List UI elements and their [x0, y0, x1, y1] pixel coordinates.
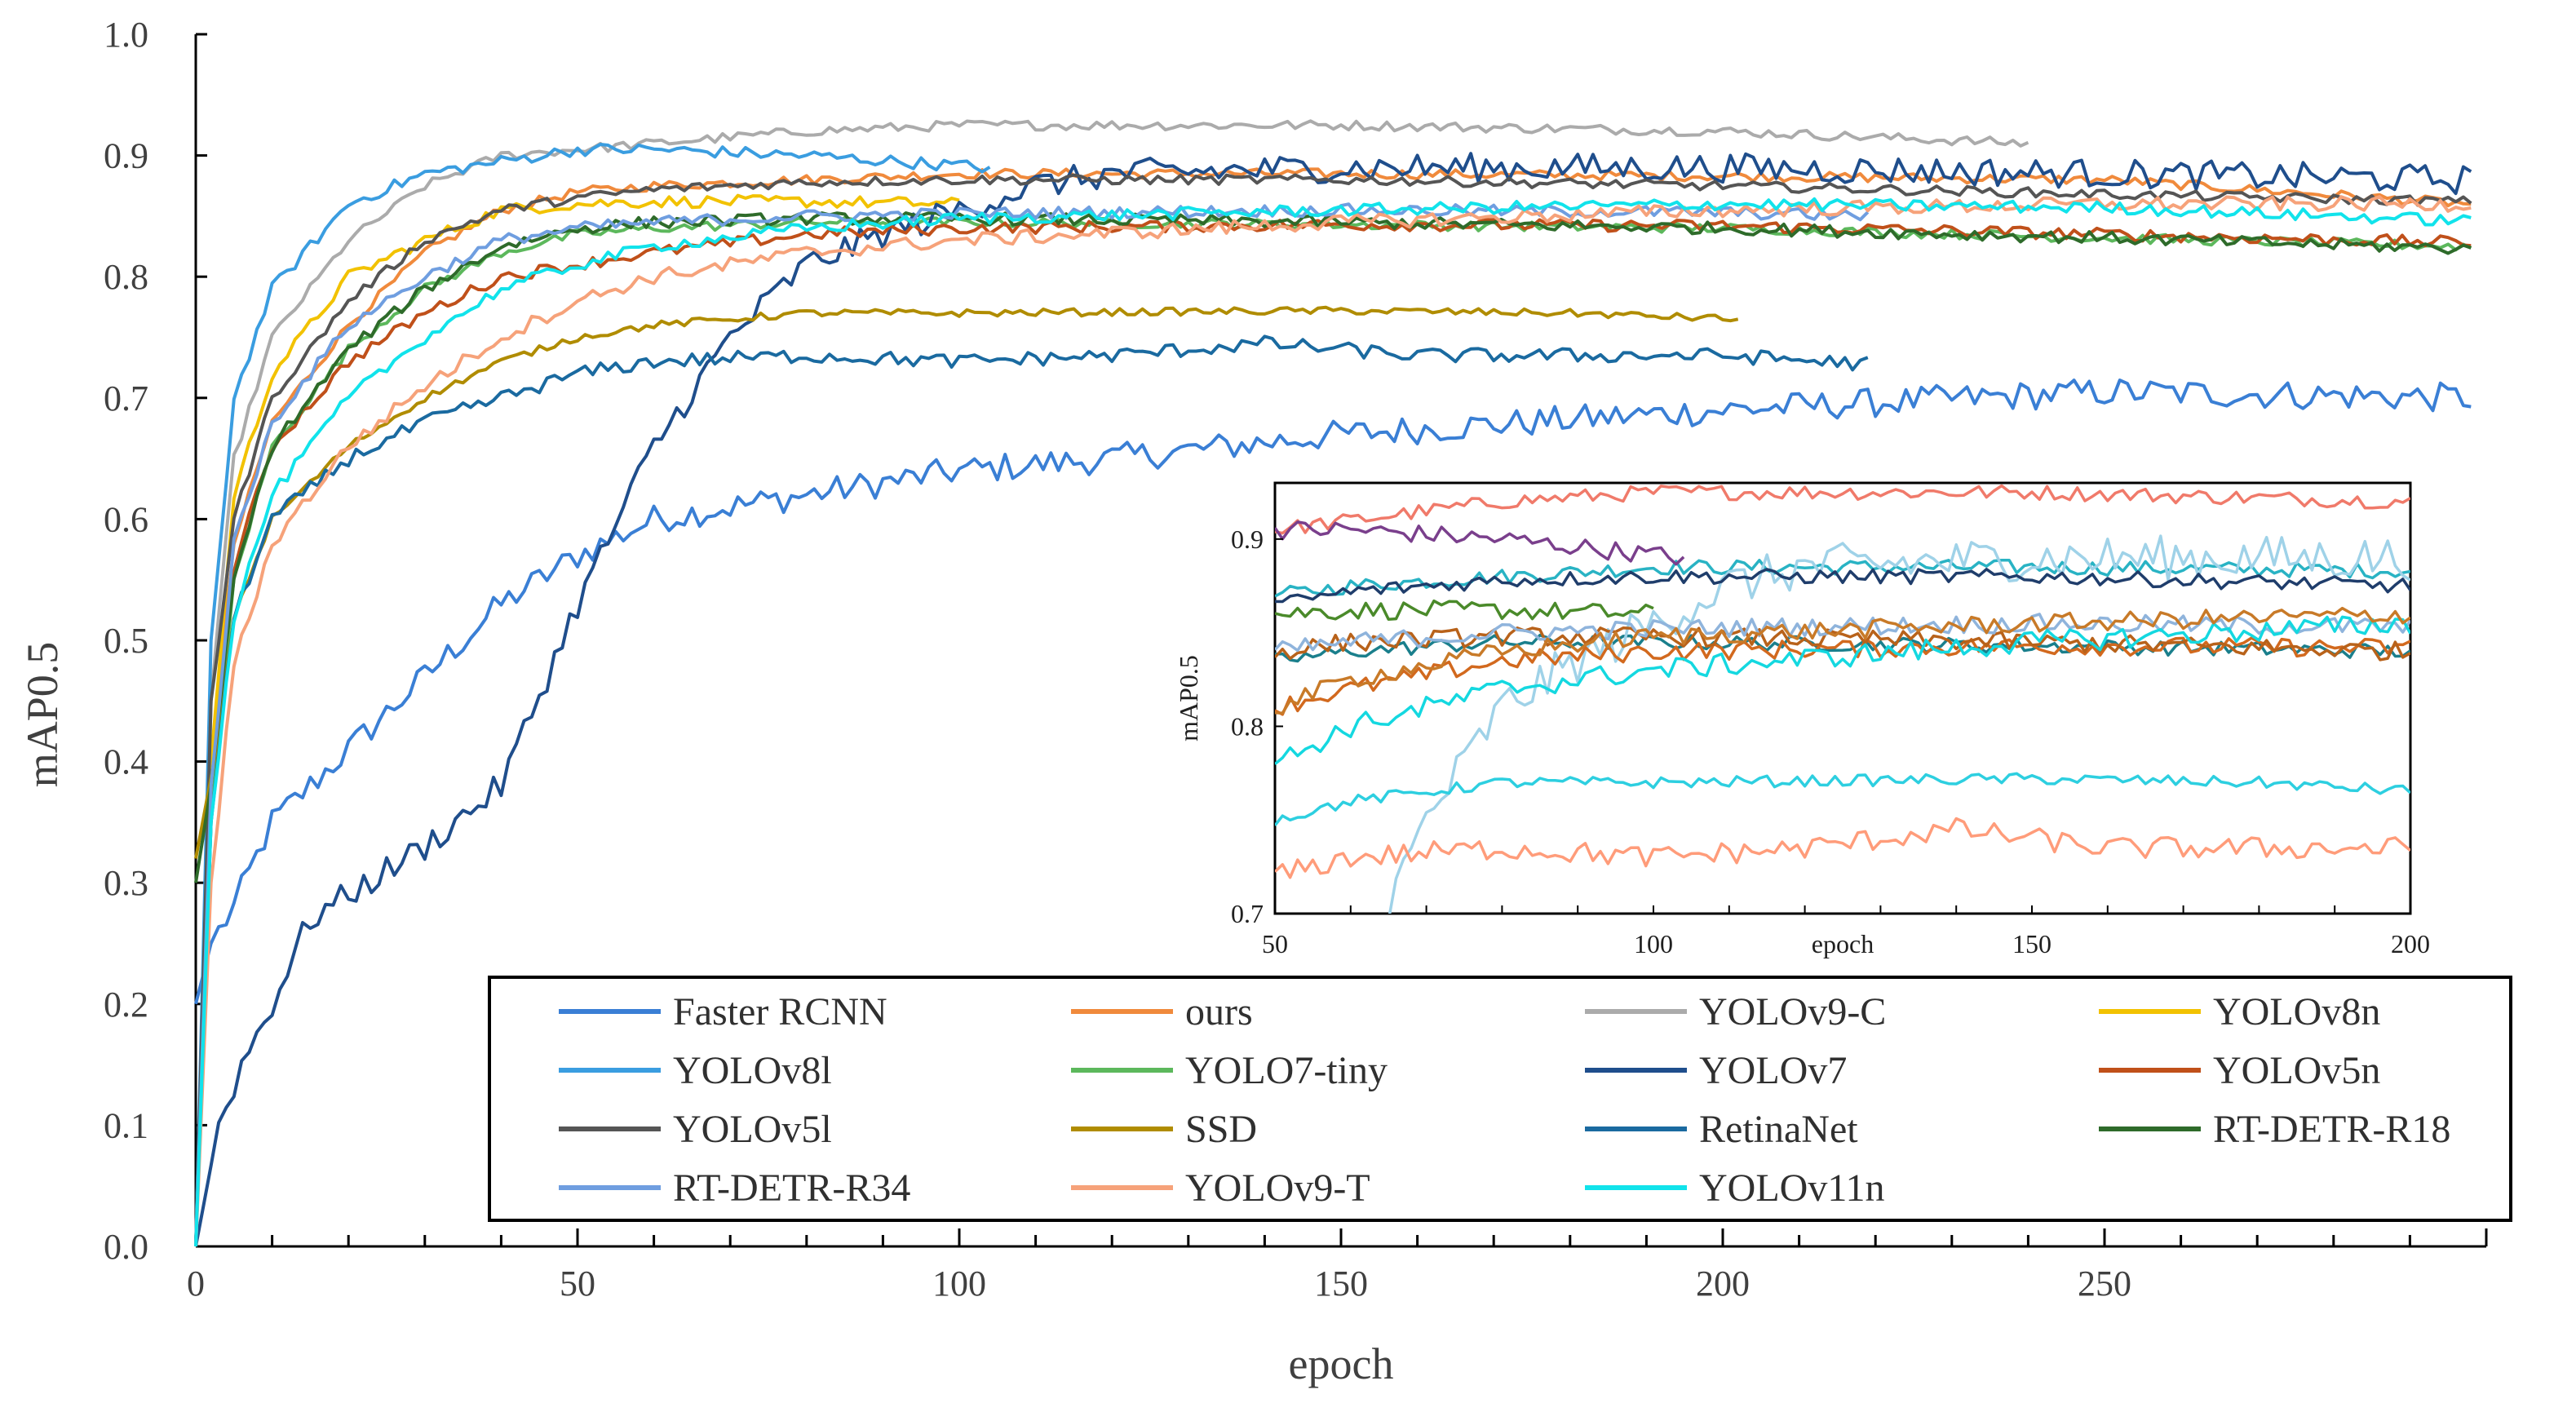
inset-y-axis-label: mAP0.5 — [1174, 655, 1203, 741]
legend-entry: YOLOv8n — [2099, 990, 2380, 1034]
inset-chart: 50 100 epoch 150 200 0.7 0.8 0.9 mAP0.5 — [1174, 481, 2430, 958]
inset-series-line-yolov7 — [1388, 534, 2410, 914]
x-tick-label: 150 — [1314, 1264, 1368, 1304]
main-axes: 0 50 100 150 200 250 0.0 0.1 0.2 0.3 0.4 0.5 0.6 0.7 0… — [104, 15, 2488, 1304]
legend-label: YOLOv5n — [2213, 1049, 2380, 1092]
series-line-yolov8n — [194, 193, 960, 1247]
legend-label: ours — [1185, 990, 1253, 1034]
series-line-yolov5l — [194, 173, 2472, 1247]
inset-x-axis-label: epoch — [1812, 929, 1874, 958]
inset-series-line-yolov9-t — [1275, 615, 2410, 766]
y-axis-label: mAP0.5 — [18, 642, 67, 788]
y-tick-label: 1.0 — [104, 15, 148, 55]
legend-entry: ours — [1071, 990, 1253, 1034]
legend-label: YOLOv5l — [673, 1108, 832, 1151]
inset-series-line-yolov11n — [1275, 606, 2410, 715]
inset-series-group — [1275, 484, 2410, 914]
inset-series-line-rt-detr-r18 — [1275, 626, 2410, 662]
legend-entry: SSD — [1071, 1108, 1257, 1151]
legend-entry: YOLOv5n — [2099, 1049, 2380, 1092]
legend: Faster RCNN ours YOLOv9-C YOLOv8n YOLOv8l YOL… — [488, 976, 2512, 1222]
y-tick-label: 0.1 — [104, 1105, 148, 1145]
y-tick-label: 0.2 — [104, 985, 148, 1025]
series-line-yolov9-c — [194, 119, 2029, 1247]
inset-series-line-yolov5l — [1275, 568, 2410, 604]
series-line-faster-rcnn — [194, 378, 2472, 1005]
y-tick-label: 0.3 — [104, 863, 148, 903]
y-tick-label: 0.0 — [104, 1227, 148, 1267]
y-tick-label: 0.6 — [104, 499, 148, 539]
main-series-group — [194, 119, 2472, 1247]
inset-x-tick-label: 50 — [1262, 929, 1288, 958]
inset-x-tick-label: 200 — [2391, 929, 2430, 958]
inset-series-line-yolov9-c — [1275, 484, 2410, 535]
y-tick-label: 0.8 — [104, 257, 148, 297]
legend-label: YOLO7-tiny — [1185, 1049, 1388, 1092]
legend-label: YOLOv11n — [1699, 1166, 1885, 1210]
inset-series-line-yolov8n — [1275, 599, 1654, 621]
legend-entry: RT-DETR-R18 — [2099, 1108, 2450, 1151]
legend-label: YOLOv9-T — [1185, 1166, 1370, 1210]
legend-label: YOLOv9-C — [1699, 990, 1886, 1034]
series-line-retinanet — [194, 334, 1869, 1247]
inset-series-line-retinanet — [1275, 817, 2410, 879]
inset-series-line-yolov5n — [1275, 636, 2410, 716]
legend-label: RT-DETR-R18 — [2213, 1108, 2450, 1151]
series-line-yolov9-t — [194, 195, 2472, 1247]
series-line-yolov7 — [194, 152, 2472, 1247]
inset-y-tick-label: 0.9 — [1231, 525, 1264, 554]
y-tick-label: 0.9 — [104, 136, 148, 176]
legend-entry: YOLO7-tiny — [1071, 1049, 1388, 1092]
inset-y-tick-label: 0.8 — [1231, 711, 1264, 741]
legend-entry: YOLOv5l — [559, 1108, 832, 1151]
y-tick-label: 0.7 — [104, 378, 148, 418]
x-axis-label: epoch — [1289, 1339, 1394, 1388]
legend-label: YOLOv8l — [673, 1049, 832, 1092]
x-tick-label: 0 — [187, 1264, 205, 1304]
x-tick-label: 250 — [2078, 1264, 2131, 1304]
x-tick-label: 200 — [1696, 1264, 1750, 1304]
legend-label: YOLOv7 — [1699, 1049, 1847, 1092]
x-tick-label: 50 — [560, 1264, 595, 1304]
y-tick-label: 0.5 — [104, 621, 148, 661]
legend-entry: YOLOv7 — [1585, 1049, 1847, 1092]
legend-label: YOLOv8n — [2213, 990, 2380, 1034]
legend-label: RT-DETR-R34 — [673, 1166, 910, 1210]
legend-label: Faster RCNN — [673, 990, 887, 1034]
inset-y-tick-label: 0.7 — [1231, 899, 1264, 928]
legend-entry: YOLOv11n — [1585, 1166, 1885, 1210]
series-line-yolov8l — [194, 143, 991, 1247]
series-line-ssd — [194, 305, 1739, 859]
inset-series-line-ours — [1275, 559, 2410, 598]
legend-entry: RetinaNet — [1585, 1108, 1858, 1151]
legend-entry: YOLOv9-T — [1071, 1166, 1370, 1210]
legend-box — [488, 976, 2512, 1222]
legend-entry: YOLOv9-C — [1585, 990, 1886, 1034]
inset-x-tick-label: 100 — [1634, 929, 1673, 958]
inset-series-line-ssd — [1275, 772, 2410, 826]
series-line-yolov11n — [194, 197, 2472, 1247]
y-tick-label: 0.4 — [104, 742, 148, 782]
inset-series-line-yolov8l — [1275, 520, 1685, 566]
legend-entry: Faster RCNN — [559, 990, 887, 1034]
legend-label: SSD — [1185, 1108, 1257, 1151]
legend-entry: RT-DETR-R34 — [559, 1166, 910, 1210]
legend-label: RetinaNet — [1699, 1108, 1858, 1151]
x-tick-label: 100 — [932, 1264, 986, 1304]
inset-x-tick-label: 150 — [2012, 929, 2052, 958]
series-line-ours — [194, 167, 2472, 1247]
legend-entry: YOLOv8l — [559, 1049, 832, 1092]
